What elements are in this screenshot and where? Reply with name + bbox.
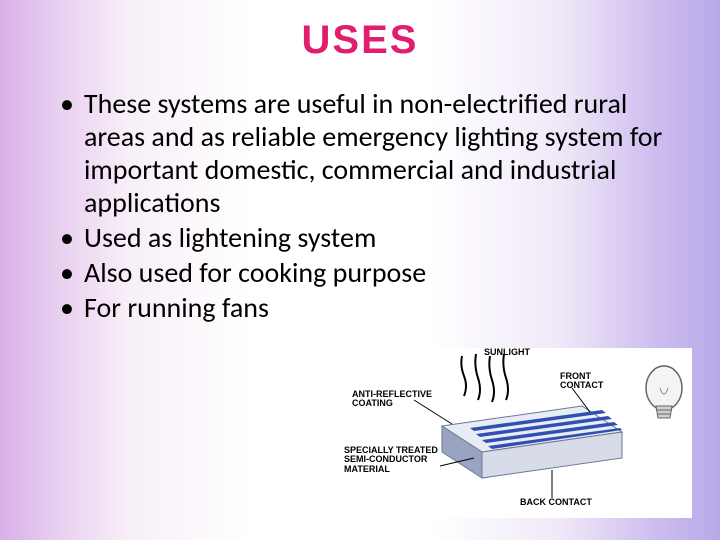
lightbulb-icon	[646, 366, 682, 418]
label-back-contact: BACK CONTACT	[520, 498, 592, 507]
diagram-svg	[352, 348, 692, 518]
list-item: Used as lightening system	[60, 221, 672, 254]
list-item: For running fans	[60, 291, 672, 324]
sunlight-rays-icon	[461, 354, 508, 402]
page-title: USES	[0, 0, 720, 63]
solar-cell-diagram: SUNLIGHT FRONT CONTACT ANTI-REFLECTIVE C…	[352, 348, 692, 518]
list-item: Also used for cooking purpose	[60, 256, 672, 289]
label-anti-reflective: ANTI-REFLECTIVE COATING	[352, 390, 442, 409]
solar-cell-icon	[442, 406, 622, 478]
label-semiconductor: SPECIALLY TREATED SEMI-CONDUCTOR MATERIA…	[344, 446, 454, 474]
label-sunlight: SUNLIGHT	[484, 348, 530, 357]
list-item: These systems are useful in non-electrif…	[60, 87, 672, 219]
bullet-list: These systems are useful in non-electrif…	[0, 63, 720, 324]
label-front-contact: FRONT CONTACT	[560, 372, 620, 391]
